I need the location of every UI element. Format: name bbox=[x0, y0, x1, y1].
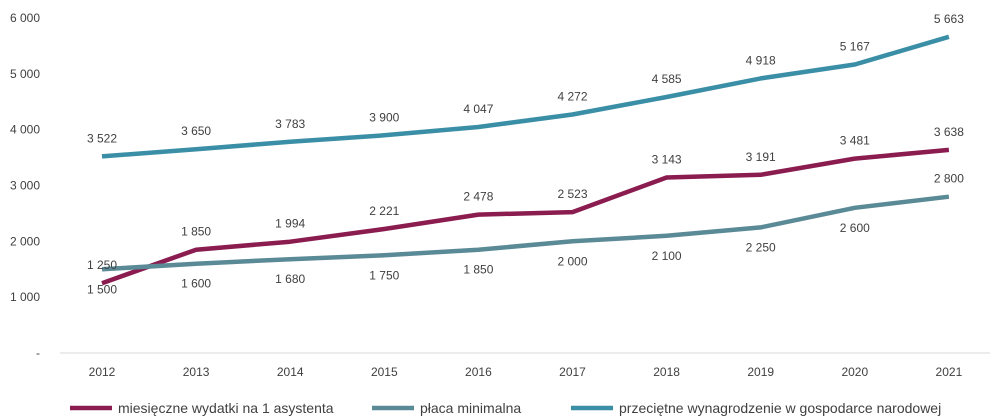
data-label-series-2: 4 272 bbox=[557, 89, 587, 103]
data-label-series-2: 4 918 bbox=[746, 53, 776, 67]
data-label-series-2: 4 585 bbox=[652, 72, 682, 86]
legend: miesięczne wydatki na 1 asystenta płaca m… bbox=[70, 400, 941, 416]
data-label-series-2: 3 522 bbox=[87, 131, 117, 145]
data-label-series-2: 3 650 bbox=[181, 124, 211, 138]
x-tick-label: 2020 bbox=[841, 365, 868, 379]
data-label-series-0: 1 250 bbox=[87, 258, 117, 272]
y-tick-label: 1 000 bbox=[10, 290, 40, 304]
data-label-series-0: 1 994 bbox=[275, 217, 305, 231]
data-label-series-0: 2 221 bbox=[369, 204, 399, 218]
x-tick-label: 2015 bbox=[371, 365, 398, 379]
x-tick-label: 2014 bbox=[277, 365, 304, 379]
data-label-series-1: 2 250 bbox=[746, 240, 776, 254]
series-lines bbox=[101, 34, 950, 286]
series-line-1 bbox=[101, 194, 950, 272]
y-tick-label: - bbox=[36, 346, 40, 360]
data-label-series-1: 1 600 bbox=[181, 277, 211, 291]
y-tick-label: 4 000 bbox=[10, 123, 40, 137]
series-line-2 bbox=[101, 34, 950, 159]
data-label-series-2: 3 900 bbox=[369, 110, 399, 124]
x-tick-label: 2018 bbox=[653, 365, 680, 379]
x-axis: 2012 2013 2014 2015 2016 2017 2018 2019 2020 2021 bbox=[60, 352, 990, 379]
x-tick-label: 2021 bbox=[936, 365, 963, 379]
y-tick-label: 6 000 bbox=[10, 11, 40, 25]
y-tick-label: 2 000 bbox=[10, 234, 40, 248]
data-label-series-2: 3 783 bbox=[275, 117, 305, 131]
data-label-series-2: 5 167 bbox=[840, 40, 870, 54]
data-label-series-0: 1 850 bbox=[181, 225, 211, 239]
legend-label-2: przeciętne wynagrodzenie w gospodarce na… bbox=[619, 400, 941, 416]
data-label-series-1: 1 750 bbox=[369, 268, 399, 282]
data-label-series-0: 3 143 bbox=[652, 153, 682, 167]
legend-label-0: miesięczne wydatki na 1 asystenta bbox=[118, 400, 334, 416]
series-line-0 bbox=[101, 147, 950, 286]
data-label-series-0: 3 481 bbox=[840, 134, 870, 148]
y-tick-label: 5 000 bbox=[10, 67, 40, 81]
data-label-series-2: 4 047 bbox=[463, 102, 493, 116]
data-label-series-1: 1 500 bbox=[87, 282, 117, 296]
x-tick-label: 2012 bbox=[89, 365, 116, 379]
legend-label-1: płaca minimalna bbox=[420, 400, 521, 416]
data-label-series-1: 2 000 bbox=[557, 254, 587, 268]
data-label-series-1: 2 600 bbox=[840, 221, 870, 235]
data-label-series-1: 2 100 bbox=[652, 249, 682, 263]
data-label-series-0: 2 478 bbox=[463, 190, 493, 204]
x-tick-label: 2017 bbox=[559, 365, 586, 379]
x-tick-label: 2013 bbox=[183, 365, 210, 379]
x-tick-label: 2016 bbox=[465, 365, 492, 379]
data-label-series-1: 1 680 bbox=[275, 272, 305, 286]
y-tick-label: 3 000 bbox=[10, 179, 40, 193]
data-label-series-0: 3 191 bbox=[746, 150, 776, 164]
y-axis: - 1 000 2 000 3 000 4 000 5 000 6 000 bbox=[10, 11, 40, 360]
data-label-series-0: 3 638 bbox=[934, 125, 964, 139]
data-labels: 1 250 1 850 1 994 2 221 2 478 2 523 3 143 3 191… bbox=[87, 12, 964, 296]
data-label-series-1: 1 850 bbox=[463, 263, 493, 277]
x-tick-label: 2019 bbox=[747, 365, 774, 379]
data-label-series-2: 5 663 bbox=[934, 12, 964, 26]
data-label-series-1: 2 800 bbox=[934, 172, 964, 186]
data-label-series-0: 2 523 bbox=[557, 187, 587, 201]
